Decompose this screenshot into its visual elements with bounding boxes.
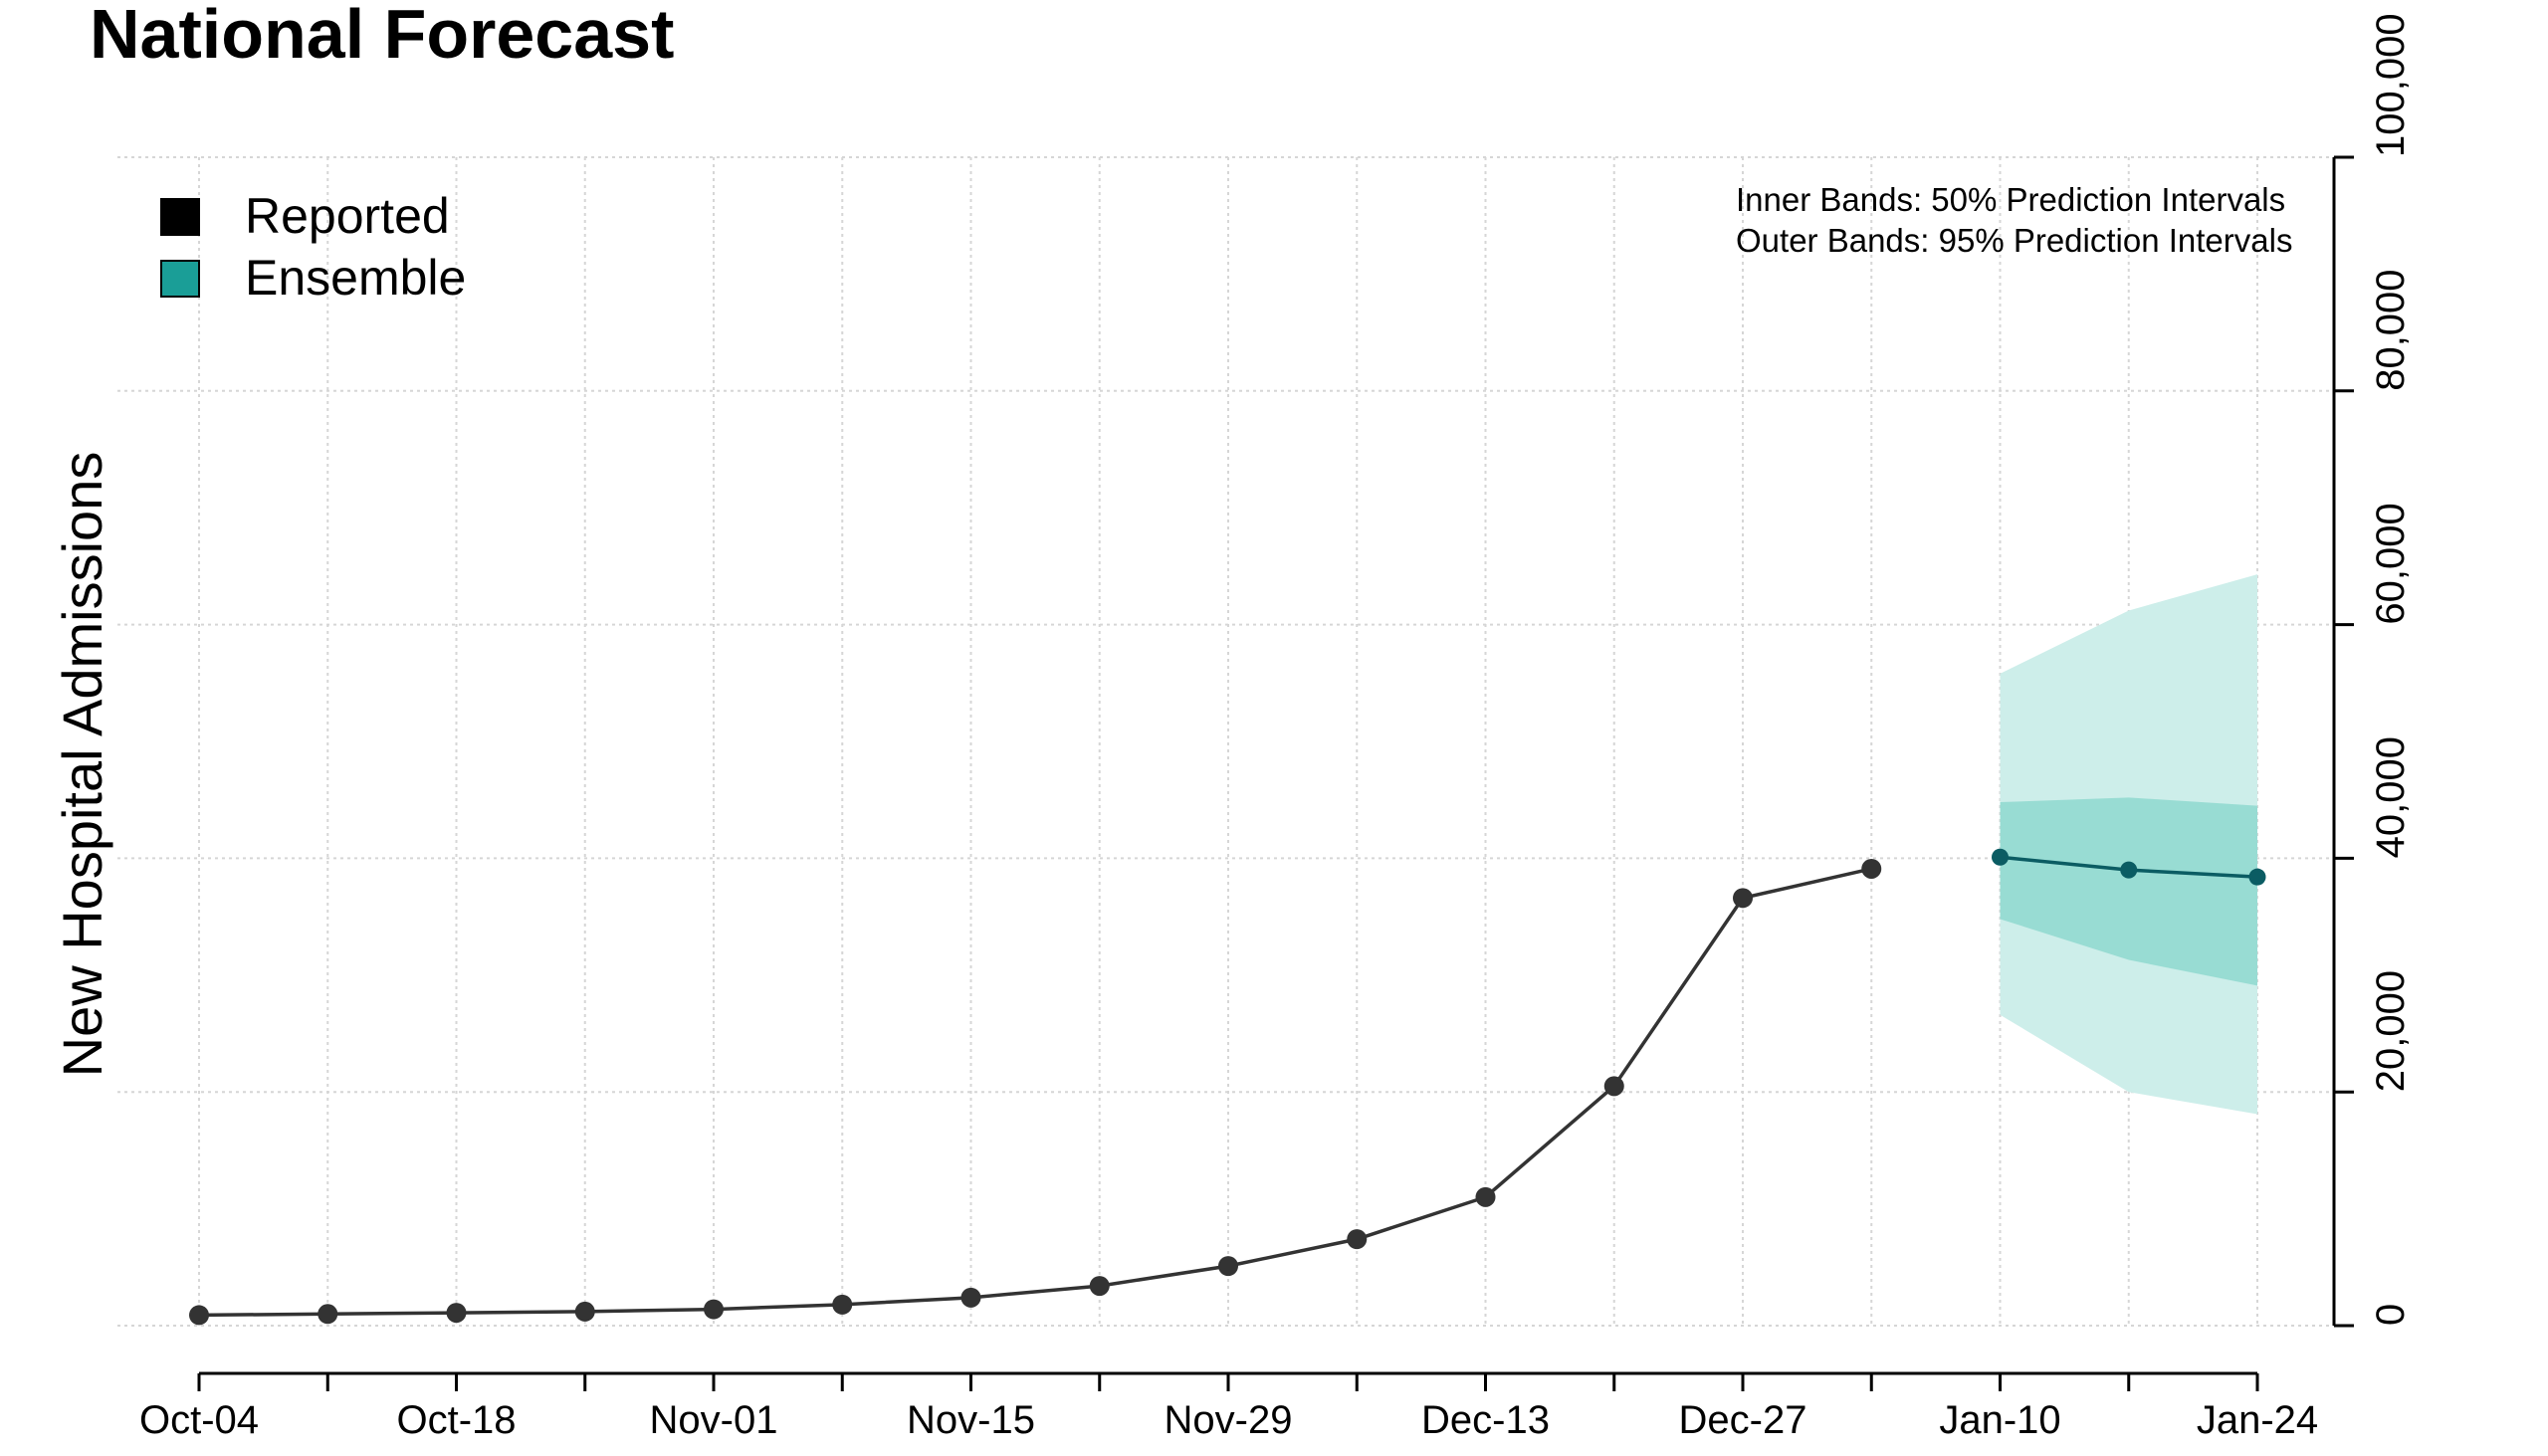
x-tick-label: Nov-01: [650, 1398, 778, 1442]
ensemble-point: [2248, 868, 2266, 886]
reported-point: [1089, 1276, 1110, 1297]
ensemble-point: [1992, 848, 2009, 866]
y-axis-label: New Hospital Admissions: [51, 452, 113, 1078]
reported-point: [704, 1299, 724, 1320]
axes: 0 20,000 40,000 60,000 80,000 100,000 Oct-04 Oc…: [139, 13, 2413, 1442]
reported-point: [1603, 1076, 1624, 1097]
gridlines: [117, 156, 2334, 1327]
series-points: [189, 848, 2266, 1326]
x-tick-label: Dec-27: [1679, 1398, 1807, 1442]
reported-point: [1733, 888, 1753, 909]
reported-line: [198, 867, 1872, 1318]
x-tick-label: Oct-18: [396, 1398, 516, 1442]
legend-label-ensemble: Ensemble: [245, 250, 466, 306]
y-tick-label: 20,000: [2369, 970, 2413, 1092]
inner-band-50: [2000, 797, 2257, 986]
reported-point: [574, 1301, 595, 1322]
x-tick-label: Nov-29: [1165, 1398, 1293, 1442]
legend-label-reported: Reported: [245, 188, 450, 244]
reported-point: [960, 1287, 981, 1308]
y-tick-label: 80,000: [2369, 269, 2413, 390]
legend-swatch-ensemble: [160, 260, 200, 298]
y-tick-label: 60,000: [2369, 503, 2413, 624]
reported-point: [1861, 858, 1882, 879]
annotation-outer-bands: Outer Bands: 95% Prediction Intervals: [1736, 222, 2292, 259]
ensemble-point: [2120, 861, 2138, 879]
reported-point: [1347, 1229, 1368, 1250]
legend-swatch-reported: [160, 198, 200, 236]
reported-point: [1218, 1256, 1238, 1277]
x-tick-label: Jan-24: [2197, 1398, 2318, 1442]
y-tick-label: 0: [2369, 1304, 2413, 1326]
legend: Reported Ensemble: [160, 188, 466, 306]
x-tick-label: Oct-04: [139, 1398, 259, 1442]
prediction-bands: [2000, 574, 2257, 1115]
y-tick-label: 40,000: [2369, 736, 2413, 858]
annotation-inner-bands: Inner Bands: 50% Prediction Intervals: [1736, 181, 2285, 218]
x-tick-label: Jan-10: [1939, 1398, 2060, 1442]
chart-title: National Forecast: [90, 0, 674, 73]
y-tick-label: 100,000: [2369, 13, 2413, 157]
reported-point: [189, 1305, 209, 1326]
reported-point: [1475, 1186, 1496, 1207]
x-tick-label: Dec-13: [1421, 1398, 1550, 1442]
reported-point: [446, 1303, 467, 1324]
x-tick-label: Nov-15: [907, 1398, 1035, 1442]
reported-point: [832, 1294, 853, 1315]
reported-point: [318, 1304, 338, 1325]
